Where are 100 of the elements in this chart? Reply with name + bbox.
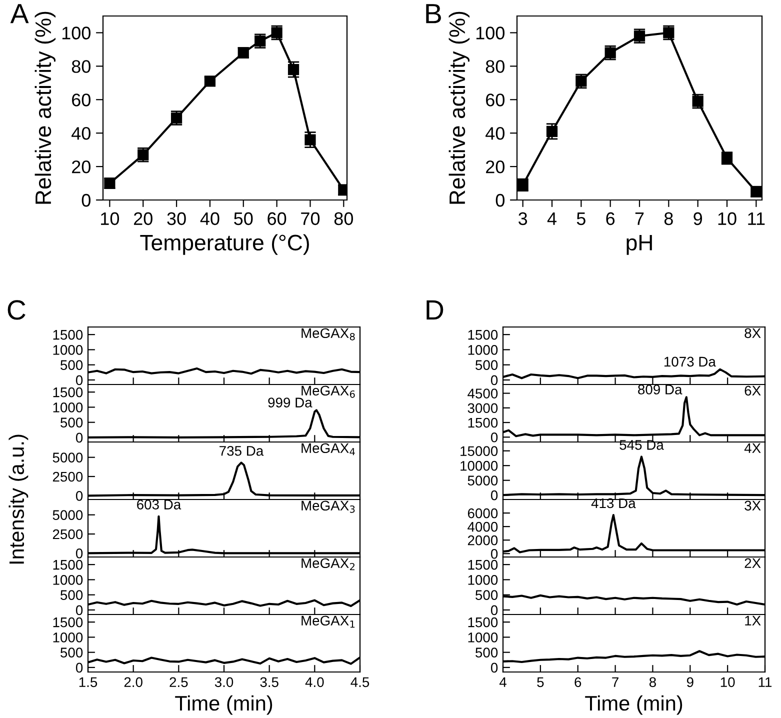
y-tick-label: 1500 [53, 560, 83, 570]
y-tick-label: 0 [490, 548, 498, 559]
y-tick-label: 40 [72, 127, 90, 140]
x-tick-label: 11 [748, 212, 765, 225]
x-tick-label: 9 [686, 677, 694, 688]
chart-title: D [426, 300, 444, 320]
x-tick-label: 2.5 [170, 677, 188, 688]
x-tick-label: 40 [200, 212, 220, 226]
annotation: MeGAX$_{8}$ [302, 328, 355, 340]
x-tick-label: 4.5 [350, 677, 370, 688]
y-tick-label: 0 [76, 375, 83, 386]
y-tick-label: 500 [60, 360, 83, 370]
x-axis-title: pH [626, 235, 652, 255]
annotation: 999 Da [268, 398, 312, 408]
y-tick-label: 500 [60, 648, 83, 658]
annotation: MeGAX$_{2}$ [302, 558, 354, 570]
y-tick-label: 2500 [52, 529, 83, 540]
y-tick-label: 15000 [460, 446, 498, 456]
y-tick-label: 20 [72, 160, 90, 174]
x-tick-label: 5 [537, 677, 544, 688]
annotation: MeGAX$_{6}$ [302, 386, 355, 398]
y-tick-label: 0 [490, 662, 498, 673]
point [546, 126, 558, 137]
y-tick-label: 5000 [468, 476, 498, 486]
y-tick-label: 0 [76, 662, 83, 673]
y-tick-label: 20 [486, 160, 504, 174]
y-tick-label: 1500 [468, 617, 498, 628]
x-tick-label: 10 [101, 212, 120, 226]
y-tick-label: 6000 [468, 508, 498, 518]
y-tick-label: 1500 [468, 560, 498, 570]
x-tick-label: 4 [499, 677, 506, 687]
x-tick-label: 50 [234, 212, 253, 226]
annotation: 603 Da [137, 500, 182, 510]
y-tick-label: 100 [476, 26, 504, 40]
y-tick-label: 10000 [460, 460, 498, 471]
y-tick-label: 1500 [53, 387, 83, 398]
y-tick-label: 1000 [53, 632, 83, 642]
y-tick-label: 1000 [53, 345, 83, 355]
annotation: 809 Da [638, 384, 682, 394]
y-tick-label: 60 [486, 94, 504, 106]
x-tick-label: 10 [720, 677, 735, 688]
annotation: MeGAX$_{3}$ [302, 500, 355, 513]
x-tick-label: 30 [167, 212, 186, 226]
x-tick-label: 3.0 [214, 677, 234, 688]
y-tick-label: 60 [72, 94, 90, 106]
y-tick-label: 1500 [53, 330, 83, 340]
y-tick-label: 0 [76, 491, 83, 501]
y-tick-label: 1500 [53, 617, 83, 628]
x-tick-label: 4.0 [305, 677, 324, 688]
y-tick-label: 500 [60, 418, 83, 428]
x-axis-title: Time (min) [175, 695, 272, 715]
x-tick-label: 8 [649, 677, 656, 688]
x-tick-label: 80 [334, 212, 353, 226]
y-tick-label: 0 [490, 375, 498, 386]
annotation: 4X [744, 443, 761, 453]
y-axis-title: Relative activity (%) [34, 12, 56, 204]
y-tick-label: 4000 [468, 522, 498, 532]
y-tick-label: 4500 [468, 388, 498, 398]
y-tick-label: 2500 [52, 472, 83, 482]
x-axis-title: Temperature (°C) [140, 234, 309, 255]
annotation: MeGAX$_{4}$ [302, 443, 355, 456]
x-axis-title: Time (min) [585, 695, 682, 715]
y-tick-label: 100 [62, 26, 90, 40]
y-tick-label: 0 [76, 432, 83, 443]
y-tick-label: 0 [490, 605, 498, 616]
y-tick-label: 500 [476, 648, 498, 658]
x-tick-label: 7 [635, 212, 644, 225]
y-tick-label: 80 [486, 60, 504, 73]
y-tick-label: 500 [60, 590, 83, 600]
y-tick-label: 40 [486, 127, 504, 140]
y-tick-label: 0 [82, 194, 90, 207]
x-tick-label: 6 [606, 212, 615, 226]
x-tick-label: 8 [664, 212, 673, 226]
x-tick-label: 11 [758, 677, 772, 687]
y-tick-label: 1000 [53, 575, 83, 585]
point [288, 64, 300, 76]
x-tick-label: 60 [268, 212, 286, 226]
chart-title: B [426, 4, 441, 24]
y-tick-label: 1000 [468, 632, 498, 642]
x-tick-label: 2.0 [124, 677, 142, 688]
x-tick-label: 3.5 [260, 677, 278, 688]
x-tick-label: 6 [574, 677, 582, 688]
y-tick-label: 0 [490, 432, 498, 442]
chart-title: C [8, 300, 26, 320]
x-tick-label: 10 [718, 212, 736, 226]
y-tick-label: 1000 [468, 345, 498, 355]
y-tick-label: 0 [76, 548, 83, 558]
x-tick-label: 7 [612, 677, 618, 687]
x-tick-label: 70 [301, 212, 320, 226]
annotation: 2X [744, 558, 761, 568]
y-tick-label: 1500 [468, 330, 498, 340]
y-tick-label: 0 [496, 194, 504, 207]
y-tick-label: 80 [72, 60, 90, 73]
annotation: 1073 Da [664, 356, 716, 367]
annotation: 1X [745, 616, 761, 626]
y-tick-label: 1500 [468, 418, 498, 428]
annotation: 735 Da [220, 446, 264, 456]
x-tick-label: 4 [547, 212, 556, 225]
x-tick-label: 9 [694, 212, 702, 226]
x-tick-label: 5 [576, 212, 586, 226]
